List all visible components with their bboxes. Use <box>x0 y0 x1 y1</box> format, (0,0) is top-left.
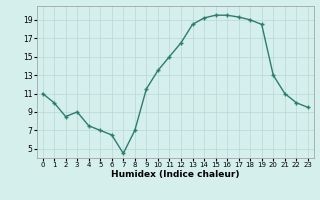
X-axis label: Humidex (Indice chaleur): Humidex (Indice chaleur) <box>111 170 239 179</box>
